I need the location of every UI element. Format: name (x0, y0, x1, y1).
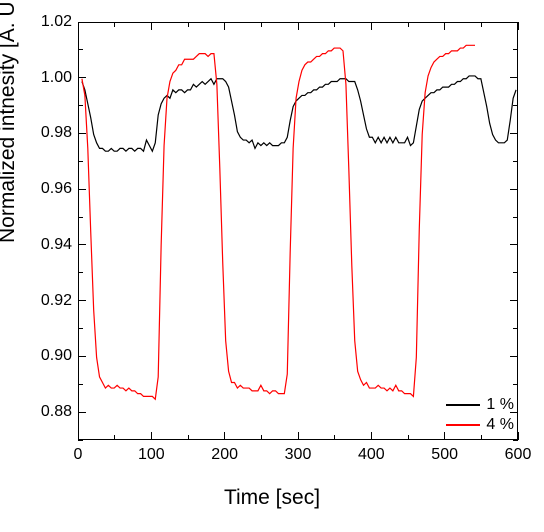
y-minor-tick (78, 272, 83, 273)
x-tick-label: 200 (211, 446, 238, 464)
y-tick-label: 1.02 (41, 13, 72, 31)
x-tick-label: 400 (358, 446, 385, 464)
y-tick (78, 22, 86, 23)
y-tick (78, 244, 86, 245)
x-tick-label: 300 (285, 446, 312, 464)
plot-area (78, 22, 518, 440)
x-tick (224, 432, 225, 440)
x-minor-tick (188, 22, 189, 27)
x-tick (298, 432, 299, 440)
x-tick-label: 600 (505, 446, 532, 464)
y-minor-tick (78, 49, 83, 50)
data-lines-svg (79, 23, 517, 439)
y-tick-label: 0.94 (41, 236, 72, 254)
x-tick (444, 22, 445, 30)
y-tick-label: 0.92 (41, 292, 72, 310)
x-axis-label: Time [sec] (224, 486, 320, 510)
y-minor-tick (78, 105, 83, 106)
x-minor-tick (114, 435, 115, 440)
y-minor-tick (513, 217, 518, 218)
x-tick-label: 500 (431, 446, 458, 464)
x-tick (224, 22, 225, 30)
y-minor-tick (513, 272, 518, 273)
legend-item-4pct: 4 % (446, 416, 514, 434)
y-minor-tick (513, 328, 518, 329)
x-tick (444, 432, 445, 440)
x-tick (371, 432, 372, 440)
x-tick (151, 432, 152, 440)
y-tick (510, 412, 518, 413)
x-minor-tick (334, 435, 335, 440)
series-4 % (82, 45, 475, 399)
y-minor-tick (513, 161, 518, 162)
y-tick (78, 356, 86, 357)
x-tick (151, 22, 152, 30)
y-tick (510, 133, 518, 134)
x-tick (518, 432, 519, 440)
x-tick (371, 22, 372, 30)
x-tick (78, 22, 79, 30)
y-minor-tick (78, 217, 83, 218)
chart-container: Normalized intnesity [A. U.] Time [sec] … (0, 0, 544, 532)
legend-label-4pct: 4 % (486, 416, 514, 434)
y-minor-tick (78, 440, 83, 441)
y-tick-label: 0.98 (41, 124, 72, 142)
y-tick (78, 133, 86, 134)
x-tick-label: 0 (74, 446, 83, 464)
x-tick (518, 22, 519, 30)
y-tick (510, 356, 518, 357)
x-minor-tick (188, 435, 189, 440)
x-minor-tick (481, 22, 482, 27)
x-minor-tick (408, 435, 409, 440)
legend-swatch-4pct (446, 424, 480, 426)
y-minor-tick (513, 49, 518, 50)
legend-swatch-1pct (446, 404, 480, 406)
x-minor-tick (408, 22, 409, 27)
y-tick (78, 300, 86, 301)
series-1 % (82, 76, 516, 151)
y-tick-label: 0.96 (41, 180, 72, 198)
y-tick (510, 300, 518, 301)
y-minor-tick (78, 384, 83, 385)
x-tick (78, 432, 79, 440)
y-tick (78, 77, 86, 78)
y-minor-tick (513, 105, 518, 106)
x-tick-label: 100 (138, 446, 165, 464)
y-tick (510, 244, 518, 245)
x-minor-tick (481, 435, 482, 440)
y-tick-label: 0.90 (41, 347, 72, 365)
x-tick (298, 22, 299, 30)
legend-item-1pct: 1 % (446, 396, 514, 414)
y-tick-label: 0.88 (41, 403, 72, 421)
y-tick (510, 77, 518, 78)
y-axis-label: Normalized intnesity [A. U.] (0, 0, 20, 243)
y-tick-label: 1.00 (41, 69, 72, 87)
x-minor-tick (261, 22, 262, 27)
y-minor-tick (513, 384, 518, 385)
x-minor-tick (114, 22, 115, 27)
y-tick (78, 412, 86, 413)
x-minor-tick (261, 435, 262, 440)
y-minor-tick (78, 328, 83, 329)
legend: 1 % 4 % (446, 394, 514, 436)
y-tick (510, 189, 518, 190)
y-minor-tick (78, 161, 83, 162)
x-minor-tick (334, 22, 335, 27)
y-tick (78, 189, 86, 190)
